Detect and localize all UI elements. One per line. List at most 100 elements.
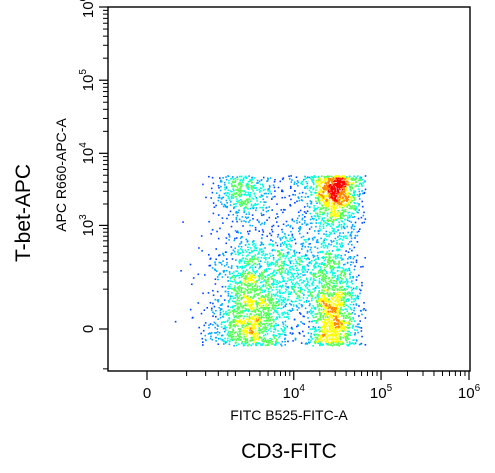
- data-point: [254, 257, 256, 259]
- data-point: [314, 308, 317, 311]
- data-point: [262, 195, 264, 197]
- data-point: [261, 301, 264, 304]
- data-point: [347, 177, 350, 179]
- data-point: [249, 219, 251, 222]
- data-point: [282, 321, 284, 324]
- data-point: [343, 328, 346, 330]
- data-point: [353, 225, 356, 228]
- data-point: [340, 190, 343, 192]
- data-point: [259, 244, 262, 246]
- data-point: [350, 198, 353, 200]
- data-point: [232, 313, 234, 315]
- data-point: [235, 319, 238, 322]
- data-point: [252, 190, 254, 192]
- data-point: [324, 258, 327, 260]
- data-point: [203, 324, 206, 327]
- data-point: [280, 245, 282, 247]
- data-point: [319, 207, 322, 209]
- data-point: [267, 177, 269, 180]
- data-point: [314, 275, 316, 277]
- data-point: [253, 309, 255, 312]
- data-point: [345, 338, 347, 341]
- data-point: [232, 319, 235, 321]
- data-point: [250, 296, 252, 299]
- data-point: [279, 272, 282, 274]
- data-point: [354, 202, 356, 205]
- data-point: [324, 319, 326, 322]
- data-point: [357, 211, 359, 214]
- data-point: [362, 309, 365, 311]
- data-point: [268, 268, 271, 270]
- data-point: [342, 278, 344, 280]
- data-point: [354, 265, 356, 268]
- data-point: [334, 338, 337, 340]
- data-point: [273, 328, 275, 330]
- data-point: [244, 303, 247, 305]
- data-point: [313, 205, 315, 207]
- data-point: [239, 314, 242, 317]
- data-point: [353, 320, 356, 323]
- data-point: [316, 202, 318, 204]
- data-point: [323, 290, 325, 292]
- data-point: [293, 318, 296, 321]
- data-point: [236, 270, 238, 272]
- data-point: [313, 175, 315, 177]
- data-point: [352, 212, 355, 215]
- data-point: [271, 304, 274, 306]
- data-point: [221, 334, 224, 337]
- data-point: [258, 260, 260, 263]
- data-point: [249, 230, 251, 232]
- data-point: [338, 267, 340, 269]
- data-point: [342, 245, 344, 247]
- data-point: [277, 259, 280, 261]
- data-point: [242, 296, 244, 299]
- data-point: [339, 291, 341, 293]
- data-point: [224, 341, 227, 343]
- data-point: [240, 274, 243, 277]
- data-point: [231, 331, 233, 333]
- data-point: [320, 300, 322, 302]
- data-point: [339, 266, 341, 269]
- data-point: [335, 257, 337, 260]
- data-point: [344, 295, 347, 297]
- data-point: [327, 343, 329, 345]
- data-point: [361, 281, 363, 284]
- data-point: [349, 277, 351, 280]
- data-point: [358, 179, 361, 181]
- data-point: [240, 189, 242, 191]
- data-point: [339, 276, 341, 279]
- data-point: [347, 268, 350, 270]
- data-point: [247, 272, 250, 274]
- data-point: [202, 341, 204, 343]
- data-point: [219, 227, 221, 230]
- data-point: [345, 177, 347, 179]
- data-point: [284, 327, 287, 330]
- data-point: [306, 187, 309, 190]
- data-point: [355, 287, 357, 290]
- data-point: [251, 207, 254, 209]
- data-point: [325, 340, 328, 342]
- data-point: [312, 239, 314, 241]
- data-point: [323, 256, 326, 259]
- data-point: [322, 301, 325, 304]
- data-point: [260, 289, 262, 291]
- data-point: [334, 326, 337, 329]
- data-point: [281, 196, 284, 199]
- data-point: [353, 207, 356, 209]
- data-point: [219, 337, 222, 340]
- data-point: [321, 336, 324, 339]
- data-point: [242, 312, 244, 314]
- data-point: [303, 255, 306, 257]
- data-point: [354, 299, 357, 301]
- data-point: [301, 199, 304, 202]
- data-point: [273, 270, 275, 273]
- data-point: [342, 258, 344, 260]
- data-point: [317, 334, 320, 336]
- data-point: [349, 241, 351, 243]
- data-point: [301, 322, 304, 325]
- data-point: [328, 334, 330, 336]
- data-point: [252, 303, 254, 306]
- data-point: [350, 313, 353, 315]
- data-point: [326, 291, 329, 294]
- data-point: [322, 325, 324, 328]
